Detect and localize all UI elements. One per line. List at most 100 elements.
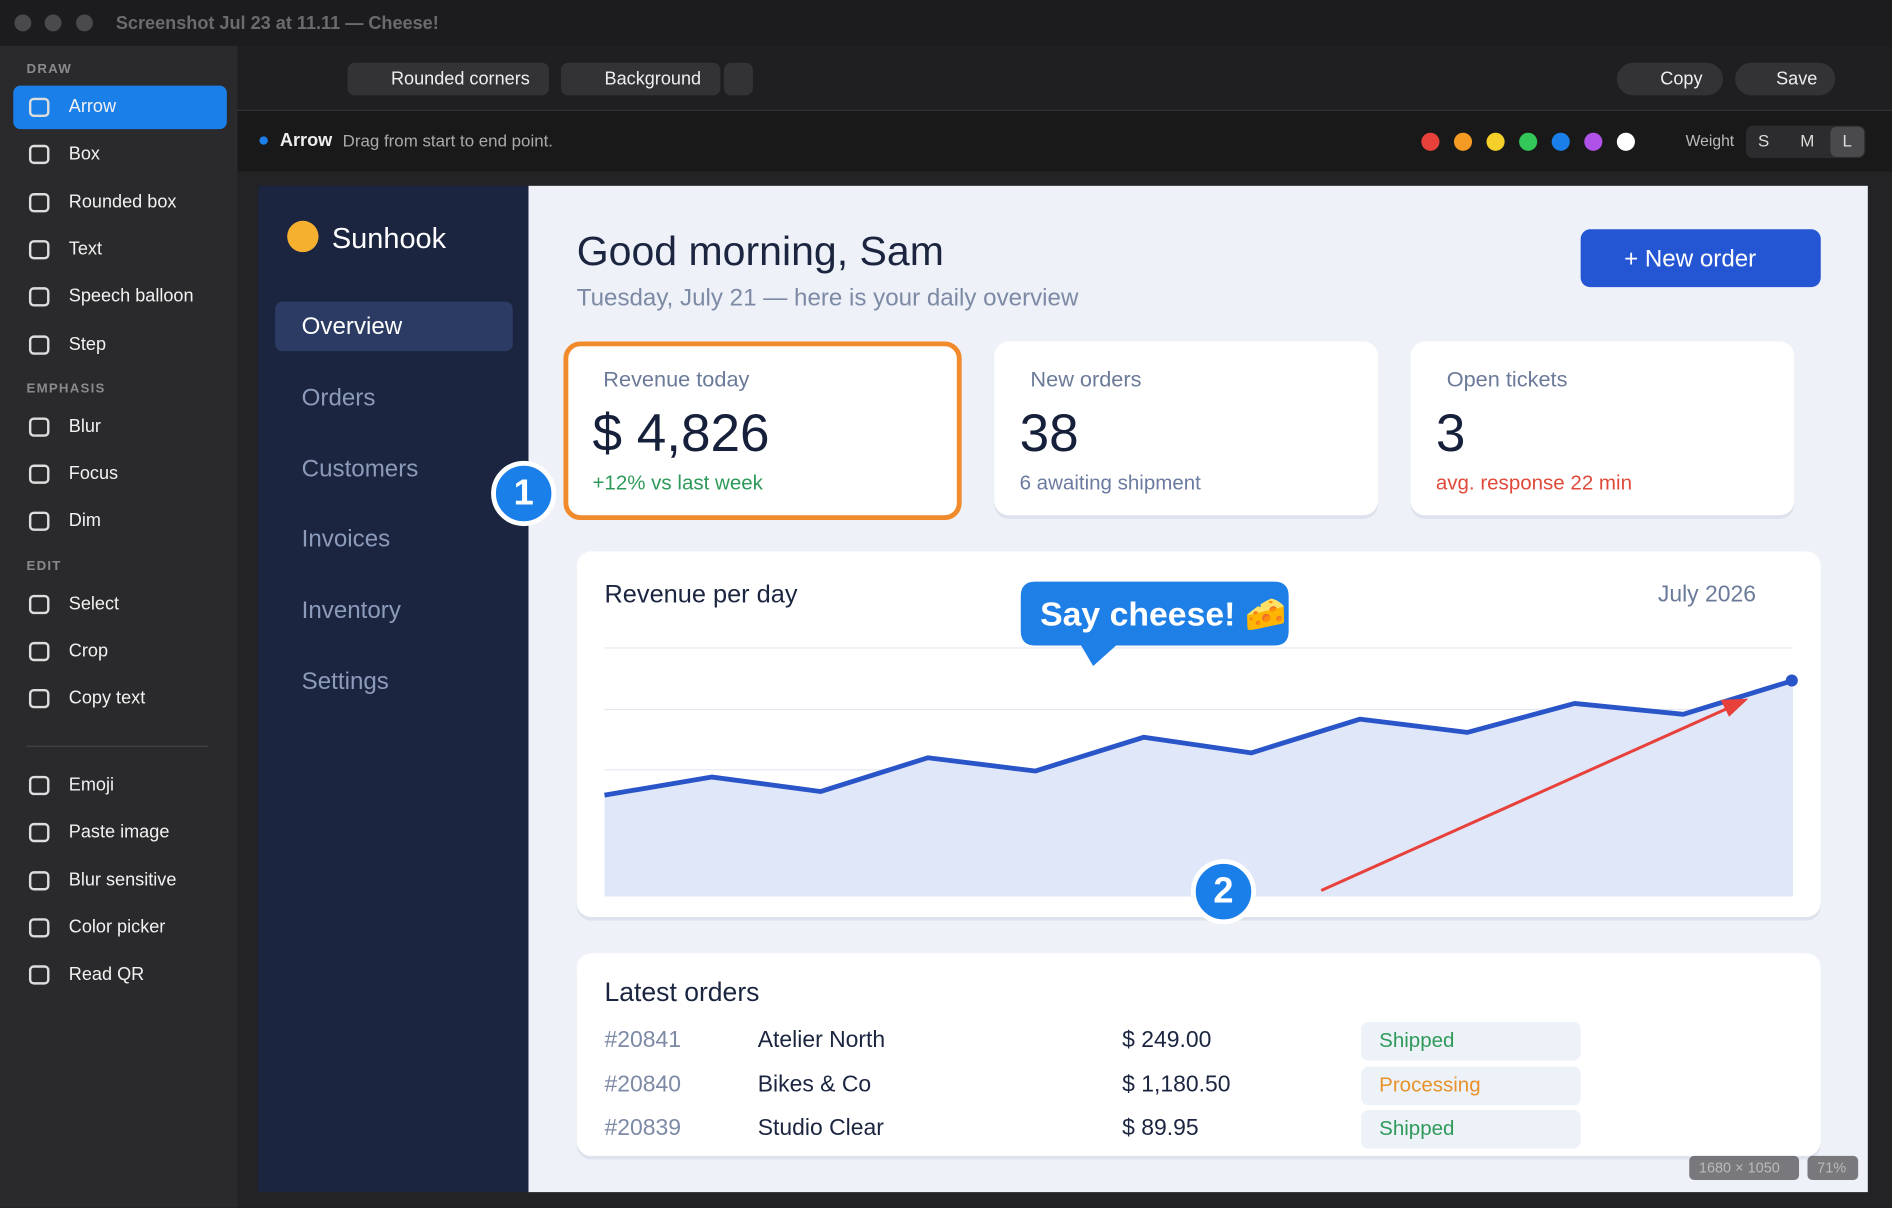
color-swatch[interactable] [1421,132,1440,151]
tool-label[interactable]: Paste image [68,822,170,843]
weight-option[interactable]: S [1758,131,1770,151]
window-zoom[interactable] [76,14,93,32]
tool-label[interactable]: Emoji [68,774,115,796]
color-swatch[interactable] [1519,132,1538,151]
tool-label[interactable]: Dim [68,510,101,532]
order-id[interactable]: #20839 [604,1115,682,1141]
nav-item[interactable]: Inventory [301,597,401,625]
rounded-corners-button[interactable] [347,62,550,96]
color-swatch[interactable] [1616,132,1635,151]
color-swatch[interactable] [1453,132,1473,151]
button-label[interactable]: Background [604,68,702,90]
subtitle: Tuesday, July 21 — here is your daily ov… [576,284,1079,312]
card-value: 38 [1019,403,1079,463]
tool-icon [28,918,50,938]
tool-icon [28,641,50,662]
highlight-box [563,341,962,521]
section-title: DRAW [26,62,72,77]
button-label[interactable]: + New order [1624,246,1757,273]
hint-text: Drag from start to end point. [342,131,553,151]
button-label[interactable]: Rounded corners [390,68,530,90]
button-label[interactable]: Save [1776,68,1818,90]
greeting: Good morning, Sam [576,228,944,275]
card-value: $ 4,826 [592,403,770,463]
tool-label[interactable]: Rounded box [68,191,177,212]
order-customer: Bikes & Co [757,1071,872,1097]
nav-item[interactable]: Invoices [301,526,391,554]
card-note: avg. response 22 min [1435,471,1632,495]
chart-card-graphics [604,647,1798,897]
card-value: 3 [1435,403,1466,463]
step-number: 2 [1213,871,1234,911]
save-button[interactable] [1735,62,1836,96]
title-bar [0,0,1892,46]
stat-card [994,341,1378,516]
weight-option[interactable]: L [1842,131,1852,151]
step-number: 1 [513,472,534,513]
chart-end-dot [1785,674,1798,687]
nav-item[interactable]: Overview [301,313,403,341]
tool-label[interactable]: Select [68,593,120,614]
weight-selected [1830,126,1865,157]
tool-label[interactable]: Speech balloon [68,286,194,307]
card-note: +12% vs last week [592,471,763,495]
section-title: EMPHASIS [26,381,106,397]
zoom-badge [1807,1155,1859,1181]
tool-icon [28,97,50,118]
order-id[interactable]: #20841 [604,1027,682,1053]
window-minimize[interactable] [44,14,62,32]
color-swatch[interactable] [1551,132,1570,151]
tool-label[interactable]: Blur [68,416,101,437]
tool-label[interactable]: Blur sensitive [68,869,177,890]
tool-label[interactable]: Text [68,238,102,260]
status-pill [1361,1021,1581,1061]
arrow-annotation [1320,706,1729,892]
order-status: Shipped [1379,1117,1455,1141]
nav-item[interactable]: Customers [301,455,419,483]
speech-balloon [1020,581,1289,667]
tool-label[interactable]: Copy text [68,688,146,709]
tool-label[interactable]: Crop [68,640,109,662]
chart-title: Revenue per day [604,580,798,609]
tool-icon [28,334,50,355]
tool-panel [0,45,238,1208]
tool-icon [28,192,50,212]
nav-item[interactable]: Settings [301,668,389,696]
card-label: Open tickets [1446,367,1568,392]
orders-title: Latest orders [604,977,760,1008]
order-id[interactable]: #20840 [604,1071,682,1097]
zoom-text: 71% [1817,1159,1847,1177]
stat-card [1410,341,1795,516]
tool-label[interactable]: Arrow [68,96,117,118]
chart-area [604,680,1794,897]
weight-option[interactable]: M [1800,131,1815,151]
callout-text: Say cheese! 🧀 [1040,595,1287,633]
tool-icon [28,823,50,843]
nav-item[interactable]: Orders [301,384,376,412]
tool-label[interactable]: Focus [68,463,119,484]
tool-icon [28,464,50,484]
card-note: 6 awaiting shipment [1019,471,1201,495]
tool-icon [28,594,50,614]
card-label: New orders [1030,367,1142,392]
copy-button[interactable] [1616,62,1724,96]
tool-label[interactable]: Step [68,333,107,355]
arrow-head [1720,698,1749,717]
window-close[interactable] [14,14,32,32]
tool-icon [28,417,50,437]
size-badge [1689,1155,1800,1181]
tool-label[interactable]: Box [68,143,100,165]
new-order-button[interactable] [1580,229,1821,288]
color-swatch[interactable] [1584,132,1603,151]
background-button[interactable] [561,62,721,96]
weight-label: Weight [1685,131,1735,150]
brand-name: Sunhook [331,222,447,256]
status-pill [1361,1066,1581,1105]
tool-label[interactable]: Read QR [68,964,145,985]
button-label[interactable]: Copy [1660,68,1703,90]
order-customer: Atelier North [757,1027,886,1053]
color-swatch[interactable] [1486,132,1505,151]
tool-label[interactable]: Color picker [68,916,166,938]
background-menu[interactable] [723,62,753,96]
